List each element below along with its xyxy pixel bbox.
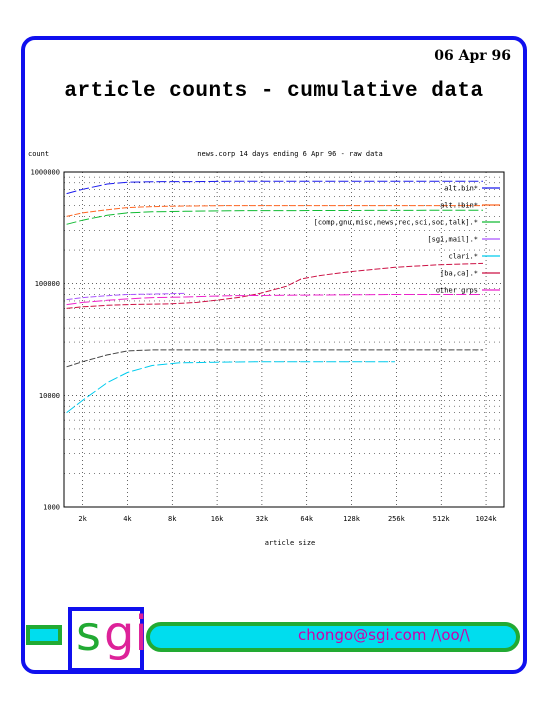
legend-label: [comp,gnu,misc,news,rec,sci,soc,talk].* [314,219,478,227]
legend-label: clari.* [448,253,478,261]
x-tick-label: 64k [300,515,313,523]
footer-pill [146,622,520,652]
sgi-logo-gi: gi [104,606,148,662]
x-tick-label: 128k [343,515,361,523]
axis-ticks: 2k 4k 8k 16k 32k 64k 128k 256k 512k 1024k 1000 1000… [30,169,497,524]
legend-label: alt.!bin* [440,202,478,210]
author-email: chongo@sgi.com /\oo/\ [298,626,470,644]
chart-title: news.corp 14 days ending 6 Apr 96 - raw … [197,150,382,158]
x-tick-label: 8k [168,515,177,523]
x-tick-label: 16k [211,515,224,523]
y-tick-label: 1000 [43,504,60,512]
x-tick-label: 2k [78,515,87,523]
legend-label: [sgi,mail].* [427,236,478,244]
y-tick-label: 100000 [35,280,60,288]
series-line [66,180,483,195]
legend-label: other grps [436,287,478,295]
series-line [66,292,186,301]
y-tick-label: 1000000 [30,169,60,177]
legend-label: [ba,ca].* [440,270,478,278]
sgi-logo-box [68,607,144,672]
series-line [66,209,484,225]
x-tick-label: 32k [256,515,269,523]
x-tick-label: 4k [123,515,132,523]
legend-label: alt.bin* [444,185,478,193]
page-title: article counts - cumulative data [64,80,484,103]
series-lines [66,180,484,413]
y-tick-label: 10000 [39,392,60,400]
y-axis-label: count [28,150,49,158]
x-axis-label: article size [265,539,316,547]
legend: alt.bin* alt.!bin* [comp,gnu,misc,news,rec… [314,185,500,295]
date-label: 06 Apr 96 [434,48,511,64]
sgi-logo-s: s [76,606,102,662]
series-line [66,361,395,413]
x-tick-label: 512k [433,515,451,523]
series-line [66,349,483,368]
series-line [66,294,483,306]
series-line [66,262,484,309]
chart: 2k 4k 8k 16k 32k 64k 128k 256k 512k 1024k 1000 1000… [28,150,505,547]
x-tick-label: 256k [388,515,406,523]
series-line [66,205,483,217]
footer-left-box [26,625,62,645]
x-tick-label: 1024k [476,515,498,523]
